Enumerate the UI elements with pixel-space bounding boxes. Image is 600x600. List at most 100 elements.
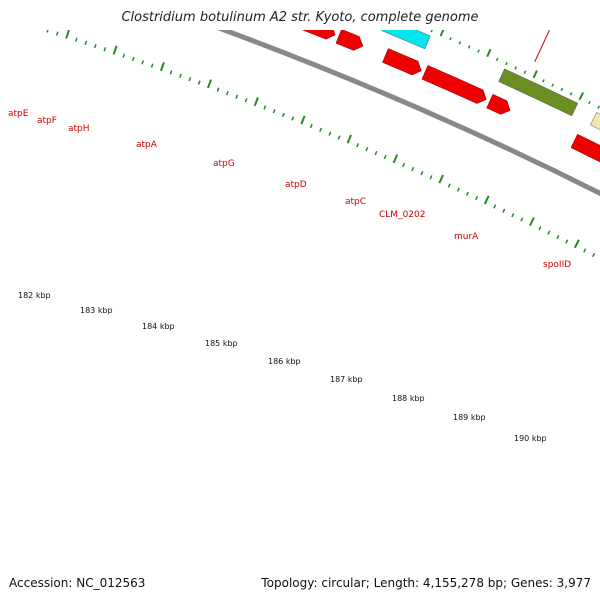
minor-tick	[403, 17, 404, 20]
minor-tick	[244, 98, 248, 103]
minor-tick	[122, 53, 126, 58]
minor-tick	[542, 79, 545, 83]
major-tick	[253, 96, 259, 107]
label-leader-line	[534, 30, 551, 63]
kbp-label: 185 kbp	[205, 339, 238, 348]
cds-arrow	[335, 30, 364, 51]
minor-tick	[502, 208, 506, 213]
minor-tick	[520, 217, 524, 222]
minor-tick	[592, 252, 596, 258]
gene-label: spoIID	[543, 260, 571, 270]
minor-tick	[477, 49, 480, 53]
major-tick	[532, 70, 538, 79]
kbp-label: 183 kbp	[80, 306, 113, 315]
minor-tick	[422, 25, 423, 28]
minor-tick	[291, 116, 295, 121]
minor-tick	[420, 170, 424, 176]
feature-track	[293, 0, 600, 130]
minor-tick	[38, 26, 39, 30]
minor-tick	[551, 83, 554, 87]
minor-tick	[169, 70, 173, 75]
minor-tick	[429, 175, 433, 180]
minor-tick	[538, 226, 542, 231]
cds-arrow	[382, 48, 422, 76]
gene-label: atpA	[136, 140, 158, 150]
major-tick	[439, 30, 445, 37]
cds-arrow	[421, 65, 487, 104]
gene-label: atpC	[345, 197, 366, 207]
cds-arrow	[197, 0, 247, 5]
minor-tick	[384, 9, 385, 12]
gene-label: atpG	[213, 159, 235, 169]
minor-tick	[583, 248, 587, 253]
minor-tick	[328, 131, 332, 136]
minor-tick	[495, 57, 499, 62]
minor-tick	[309, 123, 313, 129]
cds-track	[197, 0, 600, 163]
kbp-label: 182 kbp	[18, 291, 51, 300]
major-tick	[65, 30, 70, 39]
minor-tick	[150, 63, 154, 68]
minor-tick	[560, 87, 564, 92]
minor-tick	[131, 56, 135, 62]
atpD-feature	[381, 30, 431, 50]
murA-feature	[498, 68, 579, 117]
minor-tick	[282, 112, 285, 117]
inner-tick-track	[18, 15, 596, 258]
major-tick	[346, 134, 352, 144]
minor-tick	[235, 94, 239, 99]
minor-tick	[365, 146, 369, 152]
major-tick	[573, 239, 580, 249]
minor-tick	[447, 183, 451, 188]
major-tick	[112, 45, 118, 55]
minor-tick	[456, 187, 460, 192]
minor-tick	[188, 77, 192, 82]
accession-text: Accession: NC_012563	[9, 576, 146, 590]
gene-label: atpE	[8, 109, 29, 119]
minor-tick	[547, 230, 551, 235]
minor-tick	[93, 43, 97, 49]
major-tick	[529, 217, 535, 227]
major-tick	[486, 48, 492, 58]
major-tick	[207, 79, 213, 89]
minor-tick	[411, 166, 415, 172]
kbp-label: 184 kbp	[142, 322, 175, 331]
minor-tick	[569, 92, 573, 96]
minor-tick	[272, 109, 276, 114]
gene-label: atpF	[37, 116, 57, 126]
minor-tick	[402, 162, 406, 168]
kbp-label: 188 kbp	[392, 394, 425, 403]
cds-arrow	[486, 93, 511, 115]
kbp-label: 187 kbp	[330, 375, 363, 384]
minor-tick	[565, 239, 569, 244]
minor-tick	[430, 30, 433, 33]
minor-tick	[103, 47, 107, 52]
kbp-label: 189 kbp	[453, 413, 486, 422]
kbp-label: 186 kbp	[268, 357, 301, 366]
spoIID-feature	[590, 111, 600, 130]
minor-tick	[356, 0, 357, 1]
minor-tick	[356, 143, 360, 148]
label-leaders	[534, 30, 551, 63]
major-tick	[578, 92, 584, 101]
major-tick	[18, 15, 21, 24]
minor-tick	[365, 2, 366, 5]
minor-tick	[55, 31, 59, 36]
kbp-labels: 182 kbp 183 kbp 184 kbp 185 kbp 186 kbp 187 k…	[18, 291, 547, 443]
minor-tick	[179, 73, 182, 78]
minor-tick	[505, 61, 508, 66]
minor-tick	[28, 23, 29, 27]
minor-tick	[374, 150, 378, 156]
minor-tick	[141, 60, 145, 65]
atpG-feature	[293, 0, 384, 29]
kbp-label: 190 kbp	[514, 434, 547, 443]
minor-tick	[467, 45, 471, 49]
minor-tick	[216, 87, 220, 92]
gene-label: atpD	[285, 180, 307, 190]
minor-tick	[84, 40, 88, 46]
cds-arrow	[302, 30, 336, 40]
minor-tick	[493, 204, 497, 209]
minor-tick	[412, 21, 413, 24]
minor-tick	[514, 66, 517, 70]
minor-tick	[74, 37, 78, 42]
